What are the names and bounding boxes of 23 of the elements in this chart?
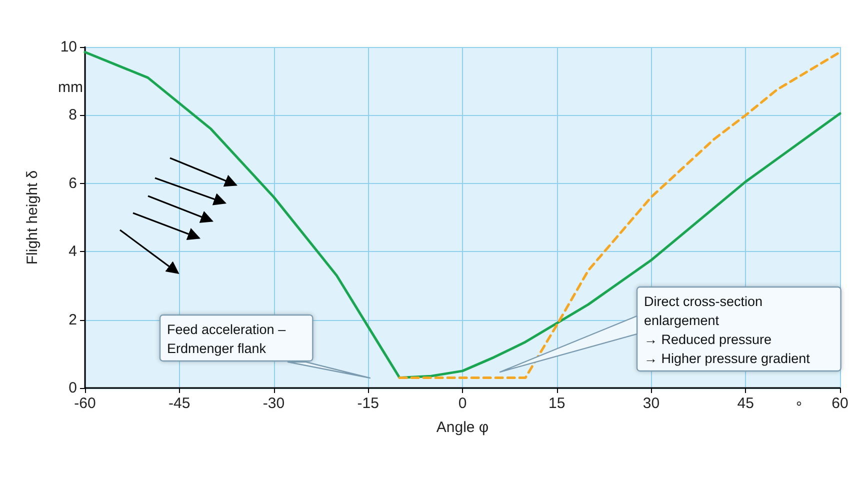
y-axis-title: Flight height δ [24, 170, 41, 265]
x-tick-label: 60 [832, 395, 848, 412]
x-axis-title: Angle φ [436, 419, 489, 436]
x-tick-label: 0 [458, 395, 467, 412]
annotation: Feed acceleration – Erdmenger flank [167, 322, 286, 356]
x-tick-label: -60 [74, 395, 96, 412]
annotation: Direct cross-section enlargement → Reduced pressure → Higher pressure gradient [644, 294, 810, 366]
text: mm [58, 79, 83, 96]
y-tick-label: 10 [60, 38, 77, 56]
y-tick-label: 4 [68, 243, 77, 260]
y-tick-label: 0 [68, 380, 77, 396]
x-tick-label: -30 [262, 395, 285, 412]
y-tick-label: 2 [68, 311, 77, 328]
y-tick-label: 8 [68, 106, 77, 124]
line-series [84, 50, 842, 380]
line-series [398, 50, 842, 380]
text: ° [796, 399, 802, 416]
x-tick-label: 30 [642, 395, 660, 412]
x-tick-label: 45 [737, 395, 754, 412]
x-tick-label: -45 [168, 395, 190, 412]
x-tick-label: 15 [548, 395, 566, 412]
y-tick-label: 6 [68, 174, 77, 192]
x-tick-label: -15 [357, 395, 379, 412]
